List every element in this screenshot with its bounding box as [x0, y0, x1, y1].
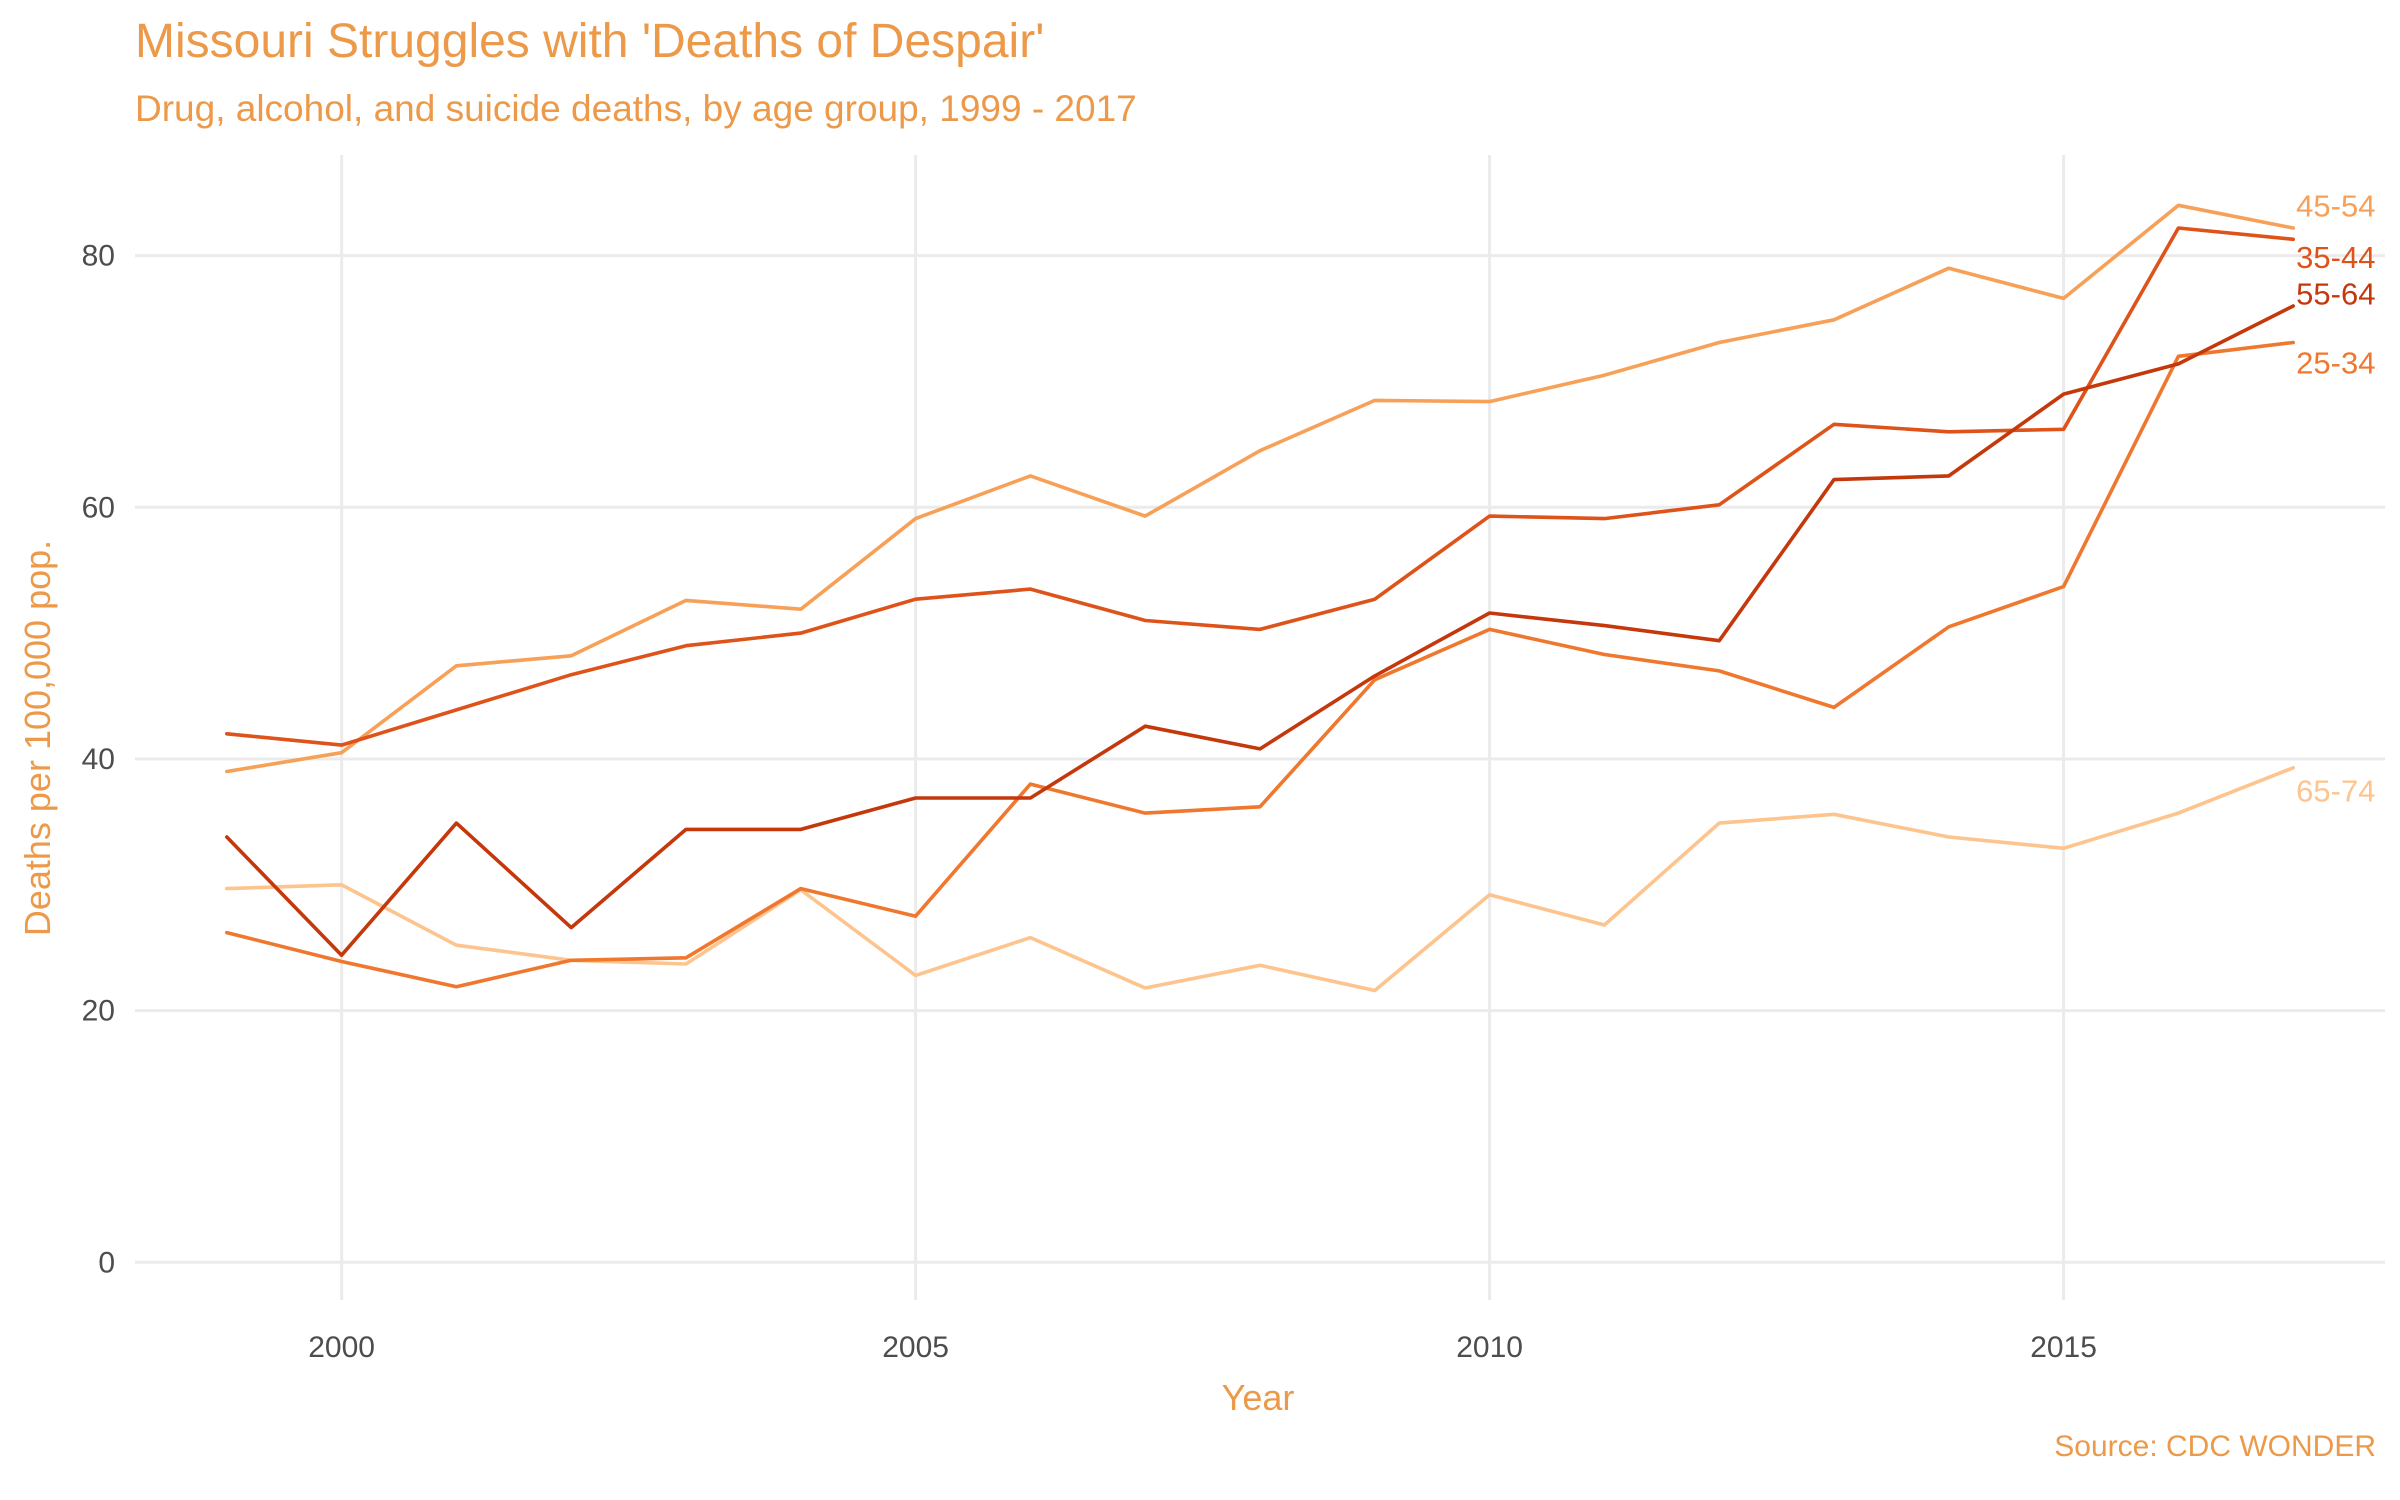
x-tick-label: 2000: [308, 1331, 375, 1364]
x-tick-label: 2005: [882, 1331, 949, 1364]
x-tick-label: 2015: [2030, 1331, 2097, 1364]
y-tick-label: 40: [82, 743, 115, 776]
series-label-45-54: 45-54: [2296, 188, 2375, 223]
y-tick-label: 80: [82, 240, 115, 273]
x-axis-title: Year: [1222, 1377, 1295, 1418]
x-tick-label: 2010: [1456, 1331, 1523, 1364]
chart-subtitle: Drug, alcohol, and suicide deaths, by ag…: [135, 88, 1137, 129]
series-line-35-44: [225, 226, 2295, 747]
series-label-65-74: 65-74: [2296, 773, 2375, 808]
series-lines: [225, 203, 2295, 993]
y-tick-label: 0: [98, 1246, 115, 1279]
chart-source: Source: CDC WONDER: [2054, 1430, 2376, 1463]
chart-title: Missouri Struggles with 'Deaths of Despa…: [135, 15, 1045, 68]
series-line-45-54: [225, 203, 2295, 774]
series-label-25-34: 25-34: [2296, 346, 2375, 381]
y-tick-label: 60: [82, 491, 115, 524]
grid-lines: [135, 155, 2385, 1300]
y-tick-label: 20: [82, 995, 115, 1028]
series-line-25-34: [225, 340, 2295, 989]
axis-ticks: 0 20 40 60 80 2000 2005 2010 2015: [82, 240, 2097, 1364]
series-line-65-74: [225, 765, 2295, 993]
series-label-35-44: 35-44: [2296, 240, 2375, 275]
y-axis-title: Deaths per 100,000 pop.: [17, 540, 58, 936]
series-label-55-64: 55-64: [2296, 276, 2375, 311]
series-line-55-64: [225, 304, 2295, 958]
